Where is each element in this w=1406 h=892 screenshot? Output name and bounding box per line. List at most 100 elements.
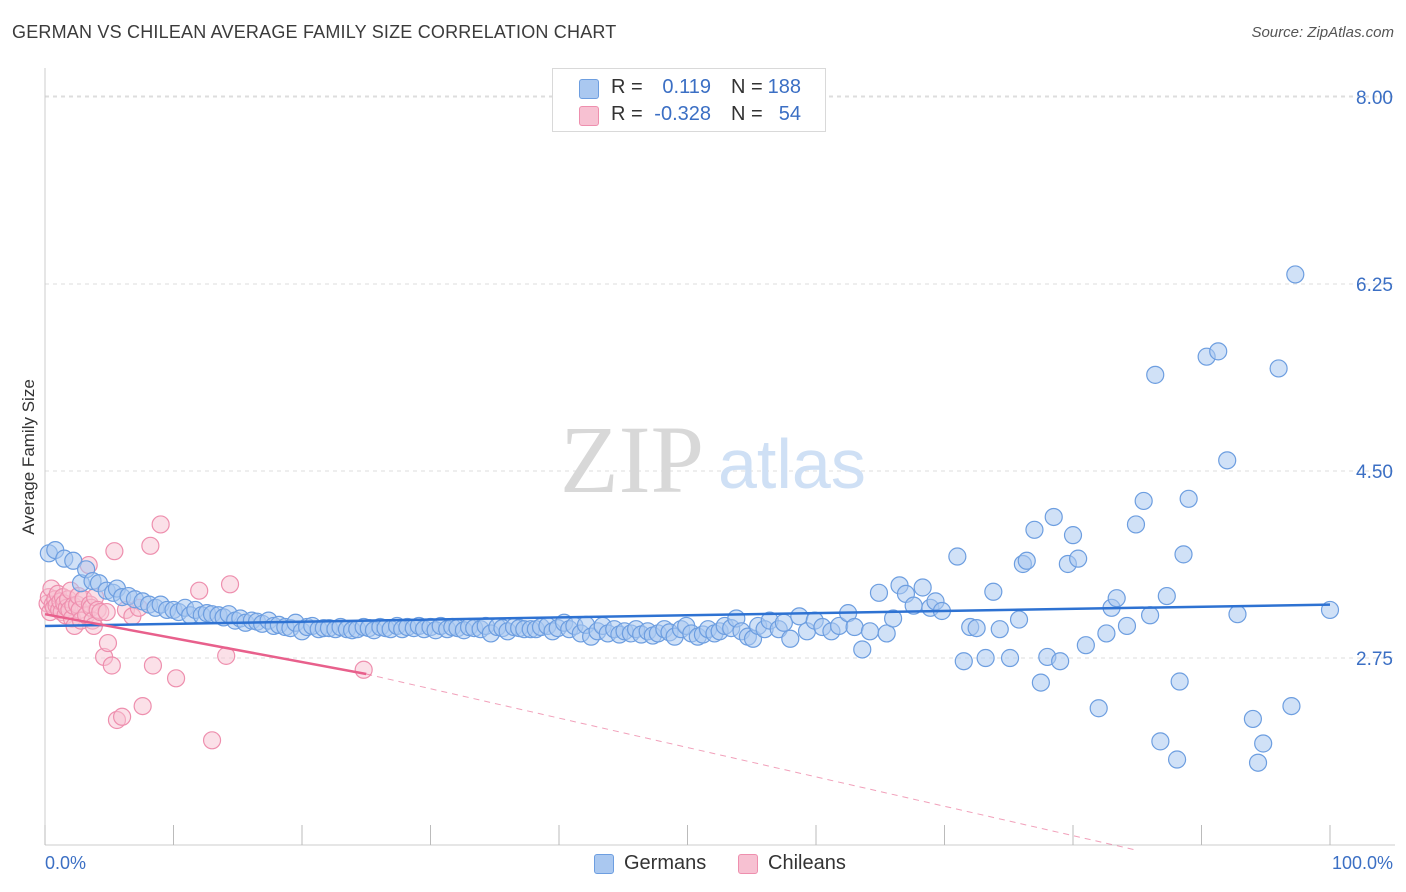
- x-tick-label-min: 0.0%: [45, 853, 86, 873]
- bottom-legend-swatch-germans: [594, 854, 614, 874]
- german-point: [1243, 709, 1263, 729]
- german-point: [860, 622, 880, 641]
- german-point: [1025, 520, 1044, 539]
- legend-r-value: -0.328: [654, 103, 711, 125]
- german-point: [1146, 365, 1165, 384]
- german-point: [1051, 652, 1070, 671]
- german-point: [64, 551, 83, 570]
- german-point: [1063, 526, 1083, 545]
- german-point: [1089, 699, 1108, 718]
- legend-swatch-germans: [579, 79, 599, 99]
- bottom-legend-swatch-chileans: [738, 854, 758, 874]
- legend-r-value: 0.119: [662, 76, 711, 98]
- watermark-atlas: atlas: [718, 425, 866, 503]
- german-point: [1044, 507, 1063, 527]
- legend-r-label: R =: [611, 76, 643, 98]
- german-point: [1228, 605, 1247, 624]
- chilean-point: [143, 656, 163, 675]
- chart-title: GERMAN VS CHILEAN AVERAGE FAMILY SIZE CO…: [12, 22, 617, 42]
- chilean-trend-extension: [366, 673, 1138, 851]
- chilean-trend-line: [44, 612, 367, 676]
- german-point: [1140, 606, 1160, 625]
- german-point: [1157, 586, 1176, 606]
- watermark-zip: ZIP: [560, 406, 704, 513]
- german-point: [1076, 636, 1095, 655]
- german-point: [845, 617, 864, 637]
- x-tick-label-max: 100.0%: [1332, 853, 1393, 873]
- german-point: [1009, 610, 1029, 629]
- y-tick-label: 6.25: [1356, 275, 1393, 296]
- y-tick-label: 8.00: [1356, 88, 1393, 109]
- german-point: [1097, 624, 1116, 643]
- german-point: [877, 624, 896, 643]
- german-point: [1151, 732, 1170, 751]
- german-points: [39, 265, 1340, 772]
- german-point: [1269, 359, 1288, 378]
- tick-labels: 8.00 6.25 4.50 2.75 0.0% 100.0%: [45, 88, 1393, 873]
- legend-row-germans: R = 0.119 N = 188: [553, 73, 825, 101]
- german-point: [954, 652, 973, 671]
- legend-row-chileans: R = -0.328 N = 54: [553, 100, 825, 128]
- y-tick-label: 2.75: [1356, 649, 1393, 670]
- german-point: [1209, 342, 1228, 361]
- bottom-legend-label-germans: Germans: [624, 852, 707, 874]
- german-point: [967, 618, 986, 638]
- legend-n-label: N =: [731, 76, 763, 98]
- german-point: [1117, 616, 1137, 636]
- legend-n-label: N =: [731, 103, 763, 125]
- legend-n-value: 188: [767, 76, 801, 98]
- german-point: [774, 613, 793, 632]
- trend-lines: [44, 603, 1331, 851]
- german-point: [1134, 491, 1153, 511]
- chilean-point: [220, 575, 240, 594]
- chilean-point: [141, 536, 160, 555]
- legend-r-label: R =: [611, 103, 643, 125]
- gridlines: [45, 95, 1395, 659]
- german-point: [1167, 750, 1187, 769]
- german-point: [1254, 734, 1273, 753]
- chilean-point: [354, 660, 373, 679]
- chilean-point: [151, 515, 170, 534]
- chilean-point: [98, 633, 118, 653]
- legend-box: R = 0.119 N = 188 R = -0.328 N = 54: [552, 68, 826, 132]
- german-trend-line: [44, 603, 1331, 628]
- german-point: [869, 583, 889, 602]
- axes: [44, 68, 1395, 846]
- german-point: [1218, 451, 1237, 470]
- german-point: [1126, 515, 1146, 534]
- chilean-point: [102, 656, 121, 675]
- legend-swatch-chileans: [579, 106, 599, 126]
- german-point: [1248, 753, 1268, 772]
- german-point: [984, 582, 1003, 601]
- german-point: [883, 609, 903, 628]
- german-point: [1000, 648, 1020, 668]
- german-point: [913, 578, 932, 597]
- y-tick-label: 4.50: [1356, 462, 1393, 483]
- german-point: [1282, 696, 1301, 716]
- german-point: [1069, 549, 1088, 568]
- german-point: [948, 547, 967, 566]
- chilean-point: [112, 707, 132, 726]
- bottom-legend-label-chileans: Chileans: [768, 852, 846, 874]
- german-point: [1031, 673, 1050, 692]
- german-point: [1017, 551, 1036, 570]
- german-point: [781, 629, 800, 648]
- chilean-point: [190, 581, 209, 600]
- german-point: [976, 648, 995, 668]
- german-point: [1170, 672, 1189, 691]
- german-point: [1179, 489, 1198, 508]
- german-point: [853, 640, 872, 659]
- german-point: [990, 620, 1009, 639]
- chilean-point: [97, 602, 116, 622]
- y-axis-label: Average Family Size: [19, 379, 38, 535]
- german-point: [790, 607, 809, 626]
- chilean-point: [166, 669, 186, 688]
- german-point: [1174, 545, 1193, 564]
- german-point: [1286, 265, 1305, 284]
- source-credit: Source: ZipAtlas.com: [1251, 24, 1394, 41]
- chilean-point: [202, 731, 222, 750]
- german-point: [1107, 589, 1126, 608]
- chilean-point: [133, 696, 152, 716]
- chilean-point: [105, 542, 124, 561]
